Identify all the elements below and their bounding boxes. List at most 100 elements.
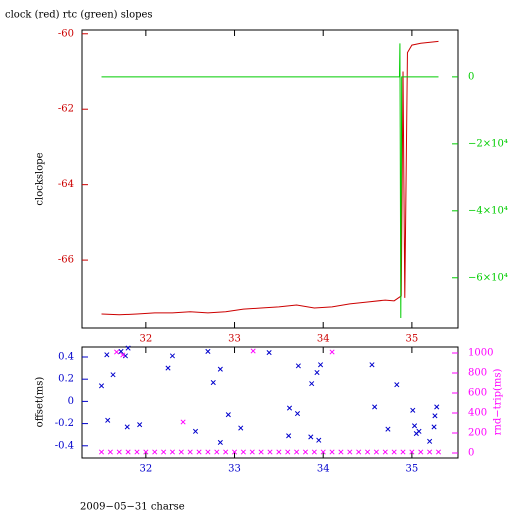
point xyxy=(124,424,130,430)
point xyxy=(137,422,143,428)
point xyxy=(161,449,167,455)
point xyxy=(114,349,120,355)
point xyxy=(364,449,371,455)
chart-title: clock (red) rtc (green) slopes xyxy=(5,10,153,21)
point xyxy=(266,349,272,356)
point xyxy=(192,428,199,434)
point xyxy=(225,412,231,418)
series-line xyxy=(101,40,439,316)
point xyxy=(125,449,131,455)
point xyxy=(302,449,309,455)
point xyxy=(295,363,301,369)
point xyxy=(267,449,273,455)
point xyxy=(169,449,176,455)
point xyxy=(314,369,320,376)
point xyxy=(238,425,244,431)
point xyxy=(258,449,264,455)
point xyxy=(385,426,391,432)
point xyxy=(427,438,433,444)
point xyxy=(125,345,131,351)
y-tick-label: -60 xyxy=(58,28,74,39)
point xyxy=(98,383,105,389)
x-tick-label: 32 xyxy=(139,464,152,475)
y-tick-label: 0 xyxy=(68,396,74,407)
point xyxy=(205,348,211,354)
point xyxy=(250,348,256,354)
y2-tick-label: 400 xyxy=(468,408,487,419)
point xyxy=(107,449,113,455)
point xyxy=(143,449,149,455)
y-tick-label: -0.4 xyxy=(55,440,74,451)
y2-tick-label: 200 xyxy=(468,428,487,439)
point xyxy=(205,449,211,455)
point xyxy=(411,423,418,429)
point xyxy=(435,449,442,455)
x-tick-label: 33 xyxy=(228,464,241,475)
point xyxy=(120,352,126,358)
point xyxy=(231,449,238,455)
y-axis-label: offset(ms) xyxy=(35,377,46,428)
point xyxy=(286,405,293,411)
point xyxy=(98,449,105,455)
point xyxy=(294,411,301,417)
x-tick-label: 35 xyxy=(406,464,419,475)
point xyxy=(329,349,335,355)
y2-tick-label: 800 xyxy=(468,368,487,379)
point xyxy=(394,382,400,388)
y-tick-label: 0.4 xyxy=(58,351,74,362)
y2-tick-label: −4×10⁴ xyxy=(468,205,508,216)
point xyxy=(180,419,186,425)
point xyxy=(169,353,176,359)
point xyxy=(347,449,353,455)
series-line xyxy=(101,43,439,318)
point xyxy=(104,352,110,358)
point xyxy=(311,449,317,455)
point xyxy=(317,362,324,368)
point xyxy=(391,449,397,455)
x-tick-label: 34 xyxy=(317,334,330,345)
plot-frame xyxy=(81,29,459,329)
point xyxy=(105,417,111,423)
y-tick-label: -0.2 xyxy=(55,418,74,429)
point xyxy=(116,449,122,455)
point xyxy=(329,449,335,455)
point xyxy=(382,449,388,455)
caption: 2009−05−31 charse xyxy=(80,502,185,512)
point xyxy=(320,449,326,455)
point xyxy=(214,449,220,455)
point xyxy=(309,381,315,387)
point xyxy=(118,348,124,354)
point xyxy=(373,449,379,455)
point xyxy=(400,449,406,455)
y-tick-label: -66 xyxy=(58,255,74,266)
x-tick-label: 32 xyxy=(139,334,152,345)
point xyxy=(217,439,223,446)
y2-tick-label: −2×10⁴ xyxy=(468,138,508,149)
point xyxy=(372,404,378,410)
point xyxy=(308,434,314,440)
point xyxy=(418,449,424,455)
point xyxy=(152,449,158,455)
y-tick-label: 0.2 xyxy=(58,374,74,385)
x-tick-label: 34 xyxy=(317,464,330,475)
point xyxy=(410,407,416,413)
point xyxy=(286,433,292,439)
point xyxy=(409,449,415,455)
y2-tick-label: 1000 xyxy=(468,348,493,359)
point xyxy=(196,449,202,455)
x-tick-label: 33 xyxy=(228,334,241,345)
point xyxy=(294,449,300,455)
point xyxy=(432,413,438,419)
y-axis-label: clockslope xyxy=(35,152,46,205)
point xyxy=(285,449,291,455)
point xyxy=(134,449,140,455)
point xyxy=(187,449,193,455)
point xyxy=(223,449,229,455)
y-tick-label: -62 xyxy=(58,104,74,115)
point xyxy=(316,437,322,443)
point xyxy=(431,424,437,430)
point xyxy=(369,362,375,368)
y2-tick-label: 0 xyxy=(468,71,474,82)
point xyxy=(427,449,433,455)
